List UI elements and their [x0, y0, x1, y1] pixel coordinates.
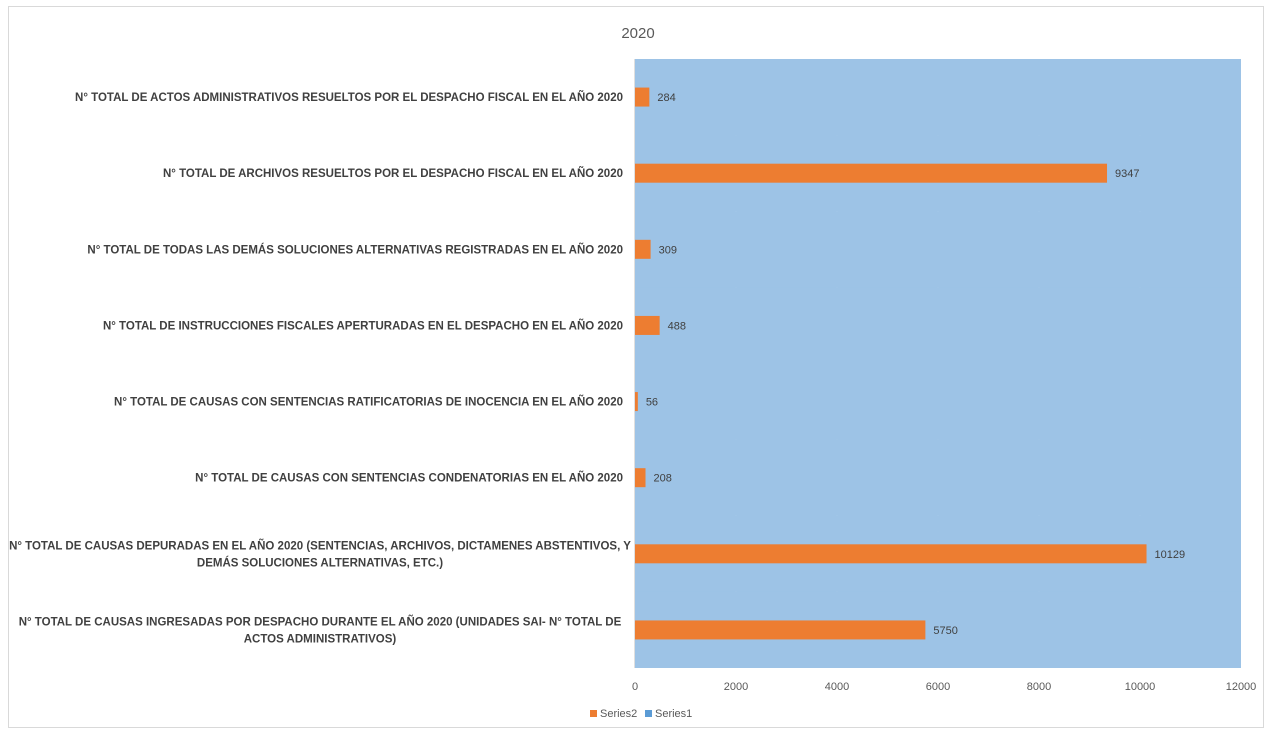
- bar-series1: [635, 439, 1241, 516]
- data-label: 488: [668, 320, 686, 332]
- category-label: N° TOTAL DE TODAS LAS DEMÁS SOLUCIONES A…: [87, 243, 623, 256]
- bar-series2: [635, 468, 646, 488]
- data-label: 309: [659, 244, 677, 256]
- data-label: 284: [657, 92, 675, 104]
- legend-label: Series1: [655, 708, 692, 720]
- x-tick-label: 2000: [724, 681, 748, 693]
- data-label: 5750: [933, 625, 957, 637]
- bar-series2: [635, 544, 1147, 564]
- category-label: N° TOTAL DE CAUSAS DEPURADAS EN EL AÑO 2…: [9, 539, 631, 569]
- x-tick-label: 0: [632, 681, 638, 693]
- bar-series1: [635, 59, 1241, 136]
- category-label: N° TOTAL DE CAUSAS INGRESADAS POR DESPAC…: [19, 615, 622, 645]
- data-label: 10129: [1155, 549, 1186, 561]
- x-tick-label: 8000: [1027, 681, 1051, 693]
- bar-series1: [635, 363, 1241, 440]
- data-label: 208: [654, 473, 672, 485]
- chart-title: 2020: [621, 25, 654, 42]
- x-tick-label: 10000: [1125, 681, 1156, 693]
- bar-series1: [635, 211, 1241, 288]
- legend-swatch: [645, 710, 652, 717]
- bar-series2: [635, 315, 660, 335]
- category-label: N° TOTAL DE INSTRUCCIONES FISCALES APERT…: [103, 319, 623, 332]
- legend-label: Series2: [600, 708, 637, 720]
- bar-series2: [635, 163, 1108, 183]
- bar-series2: [635, 87, 650, 107]
- x-tick-label: 4000: [825, 681, 849, 693]
- category-label: N° TOTAL DE CAUSAS CON SENTENCIAS RATIFI…: [114, 396, 623, 409]
- bar-series2: [635, 239, 651, 259]
- legend-swatch: [590, 710, 597, 717]
- x-tick-label: 12000: [1226, 681, 1257, 693]
- data-label: 9347: [1115, 168, 1139, 180]
- data-label: 56: [646, 397, 658, 409]
- bar-series1: [635, 287, 1241, 364]
- category-label: N° TOTAL DE ACTOS ADMINISTRATIVOS RESUEL…: [75, 91, 623, 104]
- category-label: N° TOTAL DE CAUSAS CON SENTENCIAS CONDEN…: [195, 472, 623, 485]
- bar-series2: [635, 392, 638, 412]
- category-label: N° TOTAL DE ARCHIVOS RESUELTOS POR EL DE…: [163, 167, 623, 180]
- bar-series2: [635, 620, 926, 640]
- x-tick-label: 6000: [926, 681, 950, 693]
